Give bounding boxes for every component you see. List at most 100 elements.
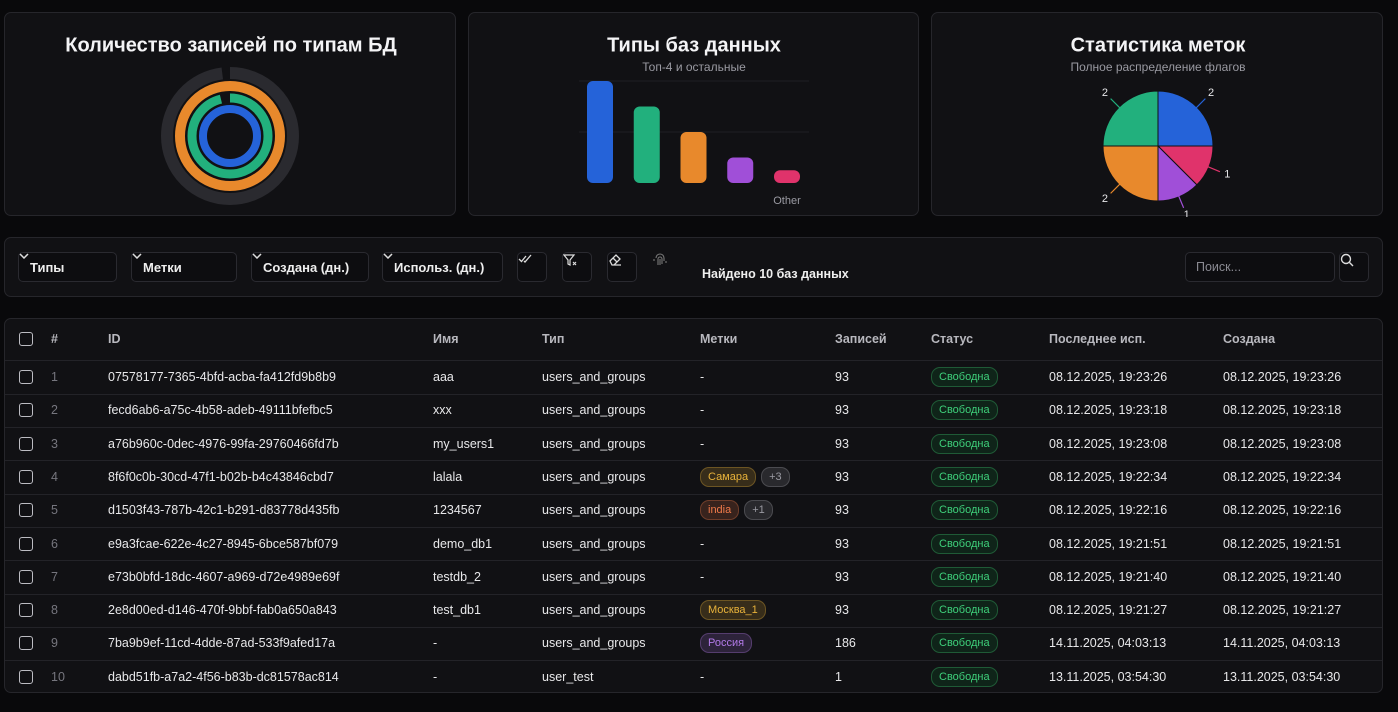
clear-filter-button[interactable] bbox=[562, 252, 592, 282]
checkbox[interactable] bbox=[19, 370, 33, 384]
records-card: Количество записей по типам БД bbox=[4, 12, 456, 216]
tag-list: india +1 bbox=[700, 500, 778, 521]
table-cell: users_and_groups bbox=[542, 569, 646, 584]
separator bbox=[5, 427, 1382, 428]
tag-chip: Москва_1 bbox=[700, 600, 766, 621]
checkbox[interactable] bbox=[19, 603, 33, 618]
table-cell: - bbox=[700, 370, 705, 384]
column-header: Создана bbox=[1223, 332, 1276, 346]
status-badge: Свободна bbox=[931, 566, 998, 587]
search-input[interactable]: Поиск... bbox=[1185, 252, 1335, 282]
status-cell: Свободна bbox=[931, 533, 998, 554]
data-label: 1 bbox=[1184, 209, 1190, 217]
table-cell: - bbox=[433, 669, 438, 684]
bar bbox=[680, 132, 707, 183]
chart-subtitle: Полное распределение флагов bbox=[1070, 60, 1245, 74]
separator bbox=[5, 393, 1382, 395]
table-cell: 08.12.2025, 19:21:27 bbox=[1049, 603, 1168, 618]
leader-line bbox=[1110, 183, 1121, 194]
table-cell: 5 bbox=[51, 503, 58, 518]
table-cell: 08.12.2025, 19:21:40 bbox=[1223, 569, 1342, 584]
checkbox[interactable] bbox=[19, 332, 33, 346]
icon bbox=[609, 254, 621, 266]
table-cell: users_and_groups bbox=[542, 636, 646, 651]
column-header: Статус bbox=[931, 332, 974, 346]
filter-dropdown[interactable]: Создана (дн.) bbox=[251, 252, 369, 282]
table-cell: 2 bbox=[51, 403, 58, 418]
table-cell: 08.12.2025, 19:22:34 bbox=[1049, 469, 1168, 484]
checkbox[interactable] bbox=[19, 436, 33, 451]
checkbox[interactable] bbox=[19, 403, 33, 418]
fingerprint-button[interactable] bbox=[652, 252, 682, 282]
table-cell: 8 bbox=[51, 603, 58, 618]
table-cell: - bbox=[700, 436, 705, 451]
status-cell: Свободна bbox=[931, 666, 998, 687]
checkbox[interactable] bbox=[19, 569, 33, 584]
status-badge: Свободна bbox=[931, 533, 998, 554]
checkbox[interactable] bbox=[19, 636, 33, 651]
table-cell: a76b960c-0dec-4976-99fa-29760466fd7b bbox=[108, 436, 339, 451]
table-cell: - bbox=[433, 636, 438, 651]
chevron bbox=[252, 253, 262, 259]
column-header: Последнее исп. bbox=[1049, 332, 1146, 346]
filter-label: Использ. (дн.) bbox=[394, 259, 485, 275]
checkbox[interactable] bbox=[19, 669, 33, 684]
checkbox[interactable] bbox=[19, 469, 33, 484]
chevron bbox=[19, 253, 29, 259]
data-label: 1 bbox=[1224, 169, 1230, 181]
radial-bar bbox=[199, 105, 261, 167]
radial-chart: Количество записей по типам БД bbox=[65, 34, 397, 205]
table-cell: users_and_groups bbox=[542, 403, 646, 418]
filter-dropdown[interactable]: Использ. (дн.) bbox=[382, 252, 503, 282]
table-cell: d1503f43-787b-42c1-b291-d83778d435fb bbox=[108, 503, 340, 518]
erase-button[interactable] bbox=[607, 252, 637, 282]
table-cell: 07578177-7365-4bfd-acba-fa412fd9b8b9 bbox=[108, 370, 336, 384]
table-cell: users_and_groups bbox=[542, 503, 646, 518]
table-cell: 93 bbox=[835, 503, 849, 518]
search-placeholder: Поиск... bbox=[1196, 260, 1242, 274]
table-cell: dabd51fb-a7a2-4f56-b83b-dc81578ac814 bbox=[108, 669, 339, 684]
table-cell: users_and_groups bbox=[542, 436, 646, 451]
pie-chart: Статистика меток Полное распределение фл… bbox=[1070, 34, 1246, 217]
table-cell: xxx bbox=[433, 403, 452, 418]
table-cell: 08.12.2025, 19:23:18 bbox=[1223, 403, 1342, 418]
table-cell: lalala bbox=[433, 469, 463, 484]
data-label: 2 bbox=[1102, 87, 1108, 99]
table-cell: 93 bbox=[835, 536, 849, 551]
bar bbox=[633, 106, 660, 183]
icon bbox=[1340, 253, 1354, 267]
table-cell: 7 bbox=[51, 569, 58, 584]
status-badge: Свободна bbox=[931, 666, 998, 687]
filter-dropdown[interactable]: Метки bbox=[131, 252, 237, 282]
checkbox[interactable] bbox=[19, 536, 33, 551]
checkbox[interactable] bbox=[19, 503, 33, 518]
table-cell: 08.12.2025, 19:22:16 bbox=[1223, 503, 1342, 518]
tag-chip: india bbox=[700, 500, 740, 521]
separator bbox=[5, 660, 1382, 662]
status-cell: Свободна bbox=[931, 400, 998, 421]
icon bbox=[653, 253, 667, 265]
column-header: Имя bbox=[433, 332, 459, 346]
status-cell: Свободна bbox=[931, 433, 998, 454]
table-cell: fecd6ab6-a75c-4b58-adeb-49111bfefbc5 bbox=[108, 403, 333, 418]
column-header: Тип bbox=[542, 332, 565, 346]
table-cell: 10 bbox=[51, 669, 65, 684]
icon bbox=[563, 254, 577, 266]
search-button[interactable] bbox=[1339, 252, 1369, 282]
table-cell: testdb_2 bbox=[433, 569, 481, 584]
leader-line bbox=[1110, 98, 1121, 109]
table-cell: 3 bbox=[51, 436, 58, 451]
status-badge: Свободна bbox=[931, 400, 998, 421]
filter-dropdown[interactable]: Типы bbox=[18, 252, 117, 282]
table-cell: 9 bbox=[51, 636, 58, 651]
select-all-button[interactable] bbox=[517, 252, 547, 282]
table-cell: 8f6f0c0b-30cd-47f1-b02b-b4c43846cbd7 bbox=[108, 469, 334, 484]
bar bbox=[727, 157, 754, 183]
filter-label: Создана (дн.) bbox=[263, 259, 350, 275]
table-cell: users_and_groups bbox=[542, 603, 646, 618]
column-header: # bbox=[51, 332, 58, 346]
separator bbox=[5, 560, 1382, 562]
table-cell: 2e8d00ed-d146-470f-9bbf-fab0a650a843 bbox=[108, 603, 337, 618]
chevron bbox=[132, 253, 142, 259]
data-label: 2 bbox=[1208, 87, 1214, 99]
